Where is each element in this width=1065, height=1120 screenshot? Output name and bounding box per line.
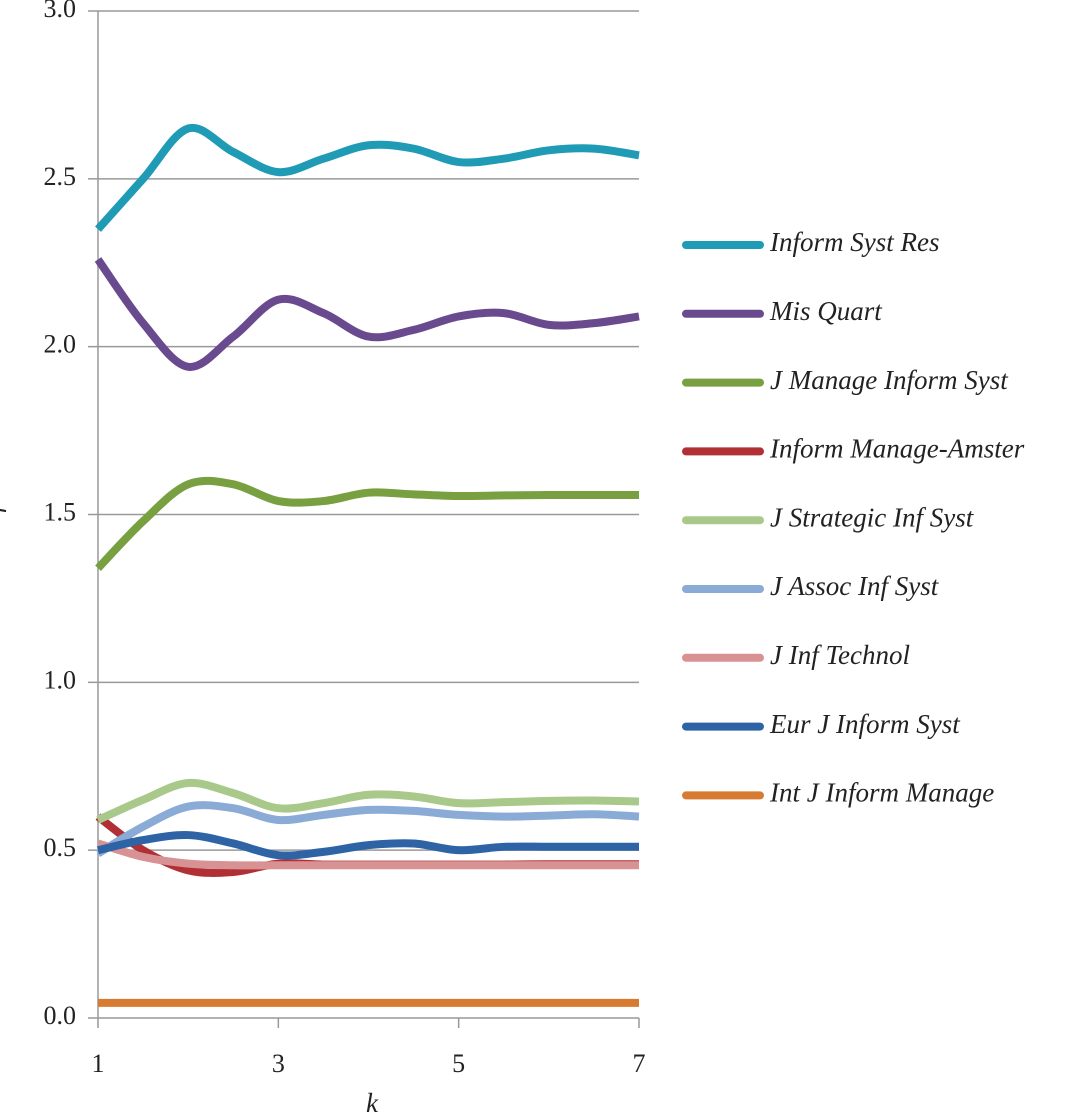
x-axis-label: k [366,1088,379,1118]
legend-label: Inform Syst Res [769,227,939,257]
series-line [94,257,640,371]
legend-label: Mis Quart [769,296,883,326]
legend-label: Eur J Inform Syst [769,709,961,739]
legend-label: Inform Manage-Amster [769,434,1025,464]
legend-label: J Assoc Inf Syst [770,571,940,601]
series-line [96,778,640,824]
x-tick-label: 1 [92,1049,105,1078]
y-tick-label: 1.5 [44,497,77,526]
x-tick-label: 3 [272,1049,285,1078]
legend-label: J Inf Technol [770,640,910,670]
y-tick-label: 2.0 [44,330,77,359]
legend-label: J Strategic Inf Syst [770,502,975,532]
y-tick-label: 0.0 [44,1001,77,1030]
series-line [95,801,640,857]
series-line [97,831,639,860]
legend-label: J Manage Inform Syst [770,365,1009,395]
y-tick-label: 0.5 [44,833,77,862]
y-tick-label: 2.5 [44,162,77,191]
y-tick-label: 1.0 [44,665,77,694]
legend-label: Int J Inform Manage [769,778,994,808]
series-line [95,476,639,571]
x-tick-label: 7 [633,1049,646,1078]
x-tick-label: 5 [452,1049,465,1078]
series-line [96,839,639,870]
series-line [95,123,640,232]
y-tick-label: 3.0 [44,0,77,23]
y-axis-label: r [0,502,12,513]
